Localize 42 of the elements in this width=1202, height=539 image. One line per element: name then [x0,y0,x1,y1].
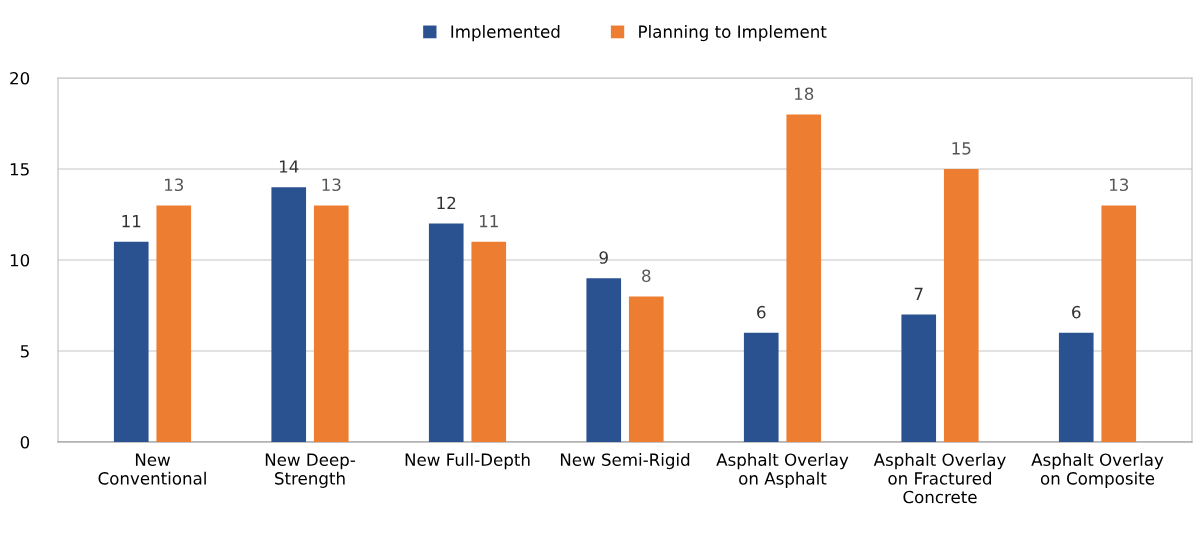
x-tick-label: New Deep- Strength [265,453,355,488]
legend-label: Implemented [451,25,560,42]
y-tick-label: 5 [20,345,29,358]
data-label: 14 [279,160,299,173]
legend-label: Planning to Implement [639,25,827,42]
data-label: 6 [757,305,766,319]
y-tick-label: 0 [20,435,30,449]
bar [901,314,937,442]
bar [428,223,464,442]
x-tick-label: Asphalt Overlay on Asphalt [716,453,849,488]
data-label: 18 [794,87,814,101]
x-tick-label: New Conventional [98,453,206,485]
bar [1101,205,1137,442]
y-tick-label: 10 [10,253,30,267]
data-label: 7 [914,287,923,301]
data-label: 11 [479,215,498,228]
bar [628,296,664,442]
bar [743,332,779,442]
data-label: 13 [322,178,341,192]
data-label: 8 [642,269,651,283]
bar [586,278,622,442]
bar [1058,332,1094,442]
bar [156,205,192,442]
data-label: 15 [952,142,971,155]
data-label: 11 [122,215,141,228]
bar [786,114,822,442]
x-tick-label: New Full-Depth [405,453,530,470]
bar [313,205,349,442]
y-tick-label: 15 [10,163,29,176]
x-tick-label: Asphalt Overlay on Composite [1031,453,1164,488]
data-label: 12 [437,196,456,210]
bar [471,241,507,442]
y-tick-label: 20 [10,71,30,85]
bar [271,187,307,442]
data-label: 13 [164,178,184,192]
data-label: 9 [599,251,608,264]
data-label: 13 [1109,178,1129,192]
data-label: 6 [1072,305,1081,319]
bar [943,169,979,442]
x-tick-label: Asphalt Overlay on Fractured Concrete [873,453,1006,504]
bar [113,241,149,442]
x-tick-label: New Semi-Rigid [560,453,690,470]
